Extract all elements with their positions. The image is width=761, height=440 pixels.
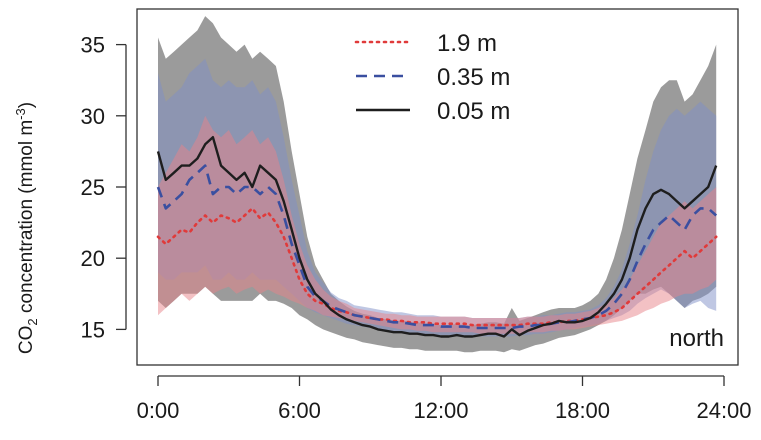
legend-label: 1.9 m bbox=[437, 30, 497, 57]
y-axis-title-suffix: ) bbox=[16, 102, 37, 108]
x-tick-label: 0:00 bbox=[137, 398, 180, 423]
y-axis-title: CO2 concentration (mmol m-3) bbox=[13, 102, 40, 354]
legend-label: 0.05 m bbox=[437, 98, 510, 125]
y-axis-title-subscript: 2 bbox=[25, 318, 40, 325]
plot-frame bbox=[136, 8, 739, 366]
uncertainty-bands bbox=[158, 16, 717, 353]
panel-annotation: north bbox=[669, 325, 724, 352]
series-lines bbox=[156, 136, 718, 338]
y-axis-title-prefix: CO bbox=[16, 326, 37, 355]
y-tick-label: 15 bbox=[81, 317, 105, 342]
y-tick-label: 20 bbox=[81, 246, 105, 271]
y-tick-label: 35 bbox=[81, 33, 105, 58]
y-axis-title-superscript: -3 bbox=[13, 108, 28, 120]
x-tick-label: 12:00 bbox=[413, 398, 468, 423]
legend: 1.9 m 0.35 m 0.05 m bbox=[354, 30, 510, 125]
legend-label: 0.35 m bbox=[437, 64, 510, 91]
x-tick-label: 18:00 bbox=[555, 398, 610, 423]
y-axis-title-middle: concentration (mmol m bbox=[16, 120, 37, 319]
series-line-1-9-mm bbox=[156, 207, 718, 327]
x-tick-label: 24:00 bbox=[696, 398, 751, 423]
x-axis: 0:00 6:00 12:00 18:00 24:00 bbox=[137, 375, 752, 423]
band-1-9-mm bbox=[158, 115, 717, 334]
y-tick-label: 30 bbox=[81, 104, 105, 129]
x-tick-label: 6:00 bbox=[278, 398, 321, 423]
series-line-0-05-mm bbox=[156, 136, 718, 338]
y-axis: 15 20 25 30 35 bbox=[81, 33, 127, 342]
y-tick-label: 25 bbox=[81, 175, 105, 200]
